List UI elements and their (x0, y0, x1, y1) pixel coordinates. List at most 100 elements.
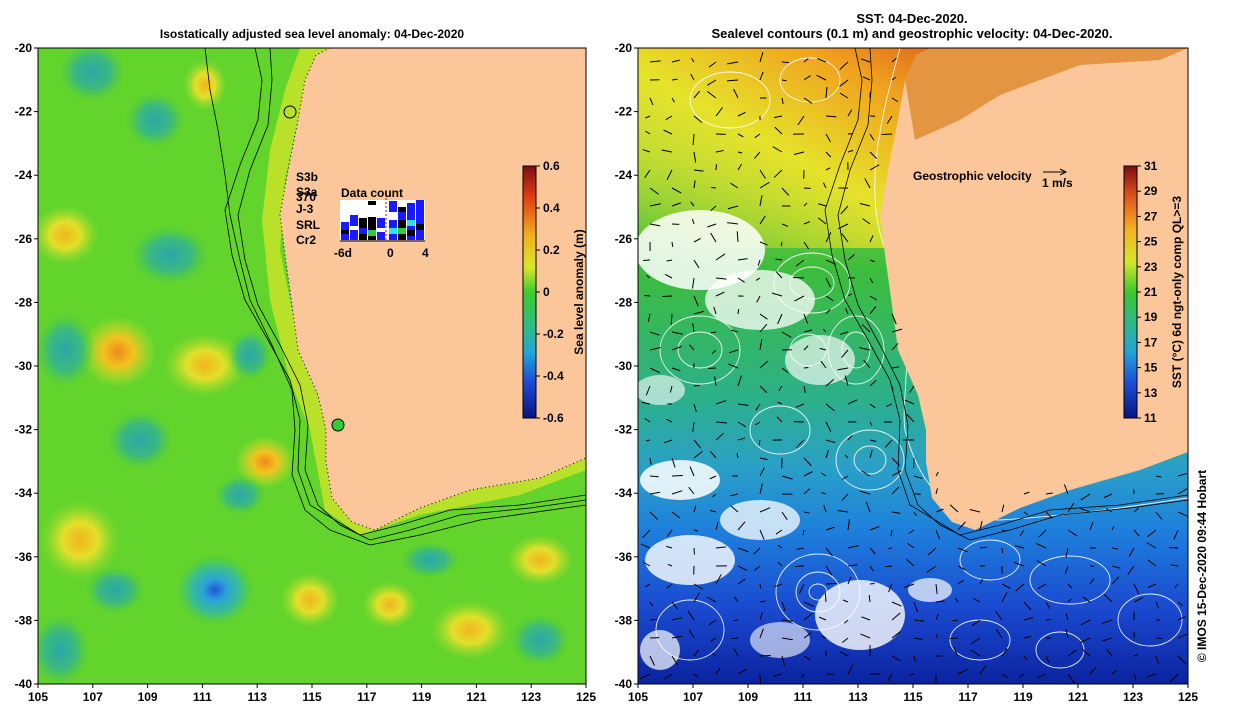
australia-land (880, 48, 1188, 530)
sla-low-blob (228, 329, 272, 381)
colorbar-tick-label: -0.4 (543, 369, 564, 383)
x-tick-label: 117 (958, 690, 978, 704)
x-tick-label: 107 (83, 690, 103, 704)
sla-low-blob (38, 614, 90, 684)
imos-credit: © IMOS 15-Dec-2020 09:44 Hobart (1195, 470, 1209, 662)
x-tick-label: 107 (683, 690, 703, 704)
colorbar-tick-label: 25 (1144, 235, 1158, 249)
y-tick-label: -38 (615, 613, 633, 627)
colorbar-tick-label: 0.2 (543, 243, 560, 257)
x-tick-label: 123 (521, 690, 541, 704)
satellite-cr2: Cr2 (296, 233, 316, 247)
x-tick-label: 109 (138, 690, 158, 704)
data-count-bars (341, 200, 424, 240)
x-tick-label: 121 (466, 690, 486, 704)
colorbar-tick-label: 27 (1144, 209, 1158, 223)
velocity-legend: Geostrophic velocity 1 m/s (913, 168, 1073, 190)
x-tick-label: 117 (357, 690, 377, 704)
x-tick-label: 105 (28, 690, 48, 704)
x-tick-label: 105 (628, 690, 648, 704)
right-x-axis: 105 107 109 111 113 115 117 119 121 123 125 (628, 684, 1198, 704)
sla-colorbar-ramp (522, 165, 537, 419)
colorbar-tick-label: 21 (1144, 285, 1158, 299)
x-tick-label: 109 (738, 690, 758, 704)
colorbar-tick-label: -0.6 (543, 411, 564, 425)
sst-colorbar-ramp (1123, 165, 1138, 419)
y-tick-label: -32 (15, 423, 33, 437)
data-count-xtick: 4 (422, 246, 429, 260)
satellite-j3: J-3 (296, 202, 314, 216)
sla-high-blob (40, 500, 120, 580)
sla-colorbar-label: Sea level anomaly (m) (572, 229, 586, 354)
sla-low-blob (510, 614, 570, 666)
data-count-xtick: -6d (334, 246, 352, 260)
marker-circle (283, 105, 297, 119)
y-tick-label: -40 (15, 677, 33, 691)
sla-high-blob (362, 581, 418, 629)
x-tick-label: 111 (794, 690, 813, 704)
x-tick-label: 113 (248, 690, 268, 704)
y-tick-label: -20 (615, 41, 633, 55)
australia-land (280, 48, 586, 530)
sla-coastal-band (262, 48, 586, 535)
sla-low-blob (58, 48, 126, 102)
sla-low-blob (400, 542, 460, 578)
data-count-label: Data count (341, 186, 403, 200)
sla-high-blob (80, 316, 156, 388)
y-tick-label: -40 (615, 677, 633, 691)
y-tick-label: -22 (15, 105, 33, 119)
colorbar-tick-label: -0.2 (543, 327, 564, 341)
colorbar-tick-label: 15 (1144, 361, 1158, 375)
sea-level-contours (655, 48, 1188, 669)
right-panel-title-line1: SST: 04-Dec-2020. (856, 11, 968, 26)
x-tick-label: 125 (576, 690, 596, 704)
x-tick-label: 125 (1178, 690, 1198, 704)
y-tick-label: -30 (615, 359, 633, 373)
satellite-s3b: S3b (296, 170, 318, 184)
y-tick-label: -26 (15, 232, 33, 246)
left-panel-title: Isostatically adjusted sea level anomaly… (159, 27, 465, 41)
sla-high-blob (280, 572, 340, 628)
colorbar-tick-label: 19 (1144, 310, 1158, 324)
sla-low-blob (130, 225, 210, 285)
colorbar-tick-label: 17 (1144, 335, 1158, 349)
warm-coast (905, 48, 1188, 140)
velocity-legend-scale: 1 m/s (1042, 176, 1073, 190)
x-tick-label: 111 (193, 690, 212, 704)
sla-low-blob (106, 410, 174, 470)
x-tick-label: 121 (1068, 690, 1088, 704)
right-y-axis: -20 -22 -24 -26 -28 -30 -32 -34 -36 -38 -40 (615, 41, 638, 691)
bathymetry-contours (824, 48, 1188, 541)
y-tick-label: -20 (15, 41, 33, 55)
colorbar-tick-label: 13 (1144, 386, 1158, 400)
cloud-mask (638, 210, 952, 670)
satellite-srl: SRL (296, 218, 320, 232)
satellite-s3a: S3a (296, 185, 318, 199)
y-tick-label: -36 (15, 550, 33, 564)
satellite-legend: S3b S3a 370 J-3 SRL Cr2 (296, 170, 320, 247)
x-tick-label: 115 (903, 690, 923, 704)
x-tick-label: 113 (848, 690, 868, 704)
colorbar-tick-label: 11 (1144, 411, 1157, 425)
sla-low-blob (38, 312, 95, 388)
colorbar-tick-label: 0.6 (543, 159, 560, 173)
colorbar-tick-label: 0 (543, 285, 550, 299)
x-tick-label: 115 (302, 690, 322, 704)
left-map-area (38, 48, 586, 684)
sla-low-blob (125, 92, 185, 148)
sst-colorbar: 31 29 27 25 23 21 19 17 15 13 11 SST (°C) 6d ngt-o… (1123, 159, 1184, 425)
sla-high-blob (183, 59, 227, 111)
left-x-axis: 105 107 109 111 113 115 117 119 121 123 125 (28, 684, 596, 704)
sla-colorbar: 0.6 0.4 0.2 0 -0.2 -0.4 -0.6 Sea level anomaly… (522, 159, 586, 425)
y-tick-label: -32 (615, 423, 633, 437)
data-count-inset: Data count -6d (334, 186, 429, 260)
satellite-370: 370 (296, 190, 316, 204)
sla-low-blob (214, 475, 266, 515)
sla-high-blob (235, 436, 295, 488)
y-tick-label: -24 (15, 168, 33, 182)
y-tick-label: -34 (615, 486, 633, 500)
y-tick-label: -26 (615, 232, 633, 246)
right-panel-title-line2: Sealevel contours (0.1 m) and geostrophi… (711, 26, 1113, 41)
right-map-area (638, 48, 1188, 684)
